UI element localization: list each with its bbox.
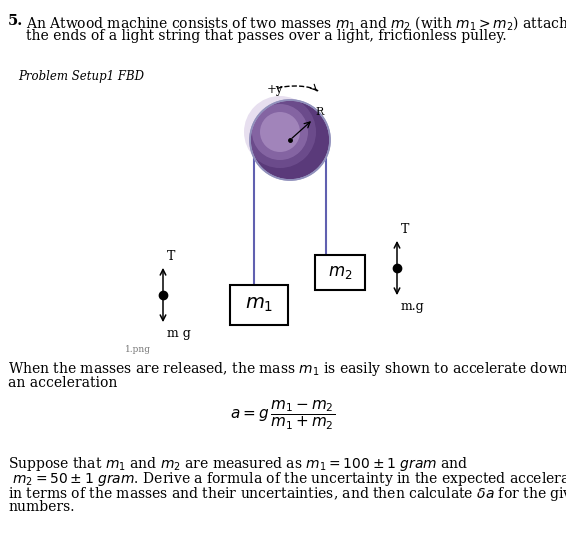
FancyBboxPatch shape — [230, 285, 288, 325]
Text: R: R — [315, 107, 323, 117]
Text: 1.png: 1.png — [125, 345, 151, 354]
Text: Problem Setup1 FBD: Problem Setup1 FBD — [18, 70, 144, 83]
Text: the ends of a light string that passes over a light, frictionless pulley.: the ends of a light string that passes o… — [26, 29, 507, 43]
FancyBboxPatch shape — [315, 255, 365, 290]
Text: An Atwood machine consists of two masses $m_1$ and $m_2$ (with $m_1 > m_2$) atta: An Atwood machine consists of two masses… — [26, 14, 566, 32]
Text: Suppose that $m_1$ and $m_2$ are measured as $m_1 = 100 \pm 1$ $gram$ and: Suppose that $m_1$ and $m_2$ are measure… — [8, 455, 468, 473]
Text: $m_1$: $m_1$ — [245, 296, 273, 314]
Circle shape — [244, 96, 316, 168]
Text: in terms of the masses and their uncertainties, and then calculate $\delta a$ fo: in terms of the masses and their uncerta… — [8, 485, 566, 503]
Text: m.g: m.g — [401, 300, 424, 313]
Text: T: T — [401, 223, 409, 236]
Text: an acceleration: an acceleration — [8, 376, 117, 390]
Text: T: T — [167, 250, 175, 263]
Circle shape — [250, 100, 330, 180]
Text: 5.: 5. — [8, 14, 23, 28]
Text: $a = g\,\dfrac{m_1 - m_2}{m_1 + m_2}$: $a = g\,\dfrac{m_1 - m_2}{m_1 + m_2}$ — [230, 398, 336, 432]
Text: $m_2 = 50 \pm 1$ $gram$. Derive a formula of the uncertainty in the expected acc: $m_2 = 50 \pm 1$ $gram$. Derive a formul… — [8, 470, 566, 488]
Circle shape — [252, 104, 308, 160]
Text: $m_2$: $m_2$ — [328, 264, 352, 281]
Text: numbers.: numbers. — [8, 500, 75, 514]
Text: m g: m g — [167, 327, 191, 340]
Text: When the masses are released, the mass $m_1$ is easily shown to accelerate down : When the masses are released, the mass $… — [8, 360, 566, 378]
Circle shape — [260, 112, 300, 152]
Text: +y: +y — [267, 83, 284, 96]
